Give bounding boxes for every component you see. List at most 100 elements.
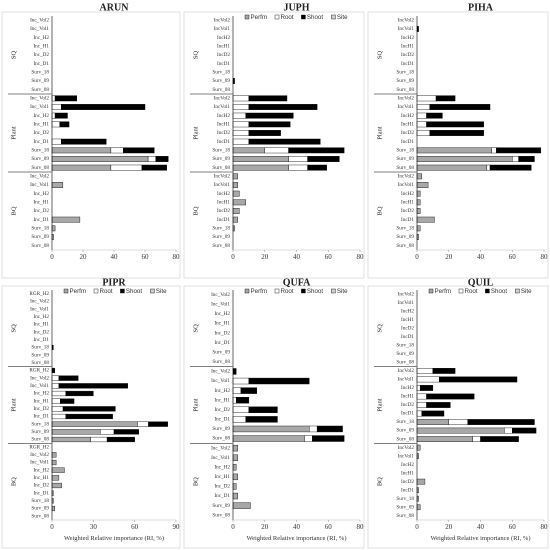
legend-label-shoot: Shoot <box>126 288 142 295</box>
category-label: IncD2 <box>401 52 414 58</box>
category-label: Inc_Vol1 <box>30 104 49 110</box>
bar-segment-shoot <box>141 164 167 171</box>
group-label: Plant <box>376 126 383 140</box>
bar-segment-perfm <box>416 419 449 425</box>
category-label: Inc_D1 <box>33 490 49 496</box>
category-label: IncH2 <box>401 191 414 197</box>
category-label: Surv_18 <box>396 70 414 76</box>
bar-segment-root <box>416 104 430 110</box>
category-label: RGR_H2 <box>29 444 49 450</box>
category-label: Inc_Vol2 <box>30 375 49 381</box>
category-label: IncD1 <box>217 217 230 223</box>
category-label: IncD2 <box>401 326 414 332</box>
bar-segment-root <box>232 95 250 102</box>
category-label: Surv_08 <box>396 360 414 366</box>
category-label: Surv_08 <box>396 243 414 249</box>
bar-segment-perfm <box>51 505 55 512</box>
legend-swatch-shoot <box>120 288 125 294</box>
bar-segment-shoot <box>429 130 484 136</box>
category-label: Inc_Vol2 <box>30 174 49 180</box>
legend-swatch-site <box>515 288 520 294</box>
chart-panel-quil: QUIL IncVol2 IncVol1 IncH2 IncH1 IncD2 IncD1 Su… <box>367 277 549 549</box>
x-axis-label: Weighted Relative importance (RI, %) <box>246 535 346 542</box>
bar-segment-shoot <box>307 156 340 162</box>
category-label: Surv_08 <box>212 512 230 518</box>
category-label: IncD1 <box>401 217 414 223</box>
category-label: Surv_09 <box>212 503 230 509</box>
bar-segment-shoot <box>421 410 445 417</box>
bar-segment-root <box>416 402 427 408</box>
legend-label-shoot: Shoot <box>307 288 323 295</box>
x-tick-label: 80 <box>173 253 181 261</box>
category-label: Surv_08 <box>396 87 414 93</box>
category-label: Surv_18 <box>396 496 414 502</box>
category-label: IncVol2 <box>398 368 415 374</box>
bar-segment-shoot <box>51 367 55 374</box>
category-label: Inc_Vol1 <box>211 302 230 308</box>
bar-segment-perfm <box>51 475 60 481</box>
category-label: IncH2 <box>401 113 414 119</box>
category-label: IncH2 <box>217 35 230 41</box>
bar-segment-shoot <box>248 377 310 385</box>
category-label: Inc_H1 <box>33 122 49 128</box>
x-tick-label: 0 <box>50 253 54 261</box>
category-label: IncD1 <box>401 61 414 67</box>
x-tick-label: 0 <box>231 253 235 261</box>
bar-segment-perfm <box>232 444 238 452</box>
bar-segment-shoot <box>429 104 491 110</box>
bar-segment-shoot <box>312 435 345 442</box>
category-label: IncH1 <box>217 122 230 128</box>
category-label: RGR_H2 <box>29 291 49 297</box>
category-label: Surv_18 <box>396 226 414 232</box>
category-label: Surv_09 <box>212 234 230 240</box>
bar-segment-shoot <box>245 416 278 423</box>
category-label: IncH1 <box>217 44 230 50</box>
bar-segment-perfm <box>416 216 435 223</box>
group-label: Plant <box>376 398 383 412</box>
bar-segment-root <box>232 406 250 413</box>
category-label: IncD1 <box>401 487 414 493</box>
legend: Perfm Root Shoot Site <box>244 288 348 295</box>
panel-frame <box>367 11 549 279</box>
category-label: Inc_D2 <box>214 407 230 413</box>
bar-segment-shoot <box>435 95 456 102</box>
category-label: IncVol2 <box>398 18 415 24</box>
category-label: IncVol1 <box>214 104 231 110</box>
legend-swatch-perfm <box>244 288 250 294</box>
category-label: IncVol2 <box>398 445 415 451</box>
bar-segment-shoot <box>248 95 288 102</box>
chart-panel-arun: ARUN Inc_Vol2 Inc_Vol1 Inc_H2 Inc_H1 Inc_D2 In… <box>1 2 181 279</box>
bar-segment-perfm <box>232 164 289 171</box>
category-label: Inc_H2 <box>214 388 230 394</box>
category-label: Surv_08 <box>396 436 414 442</box>
bar-segment-perfm <box>232 173 238 180</box>
bar-segment-root <box>232 377 250 385</box>
category-label: IncVol1 <box>398 377 415 383</box>
bar-segment-perfm <box>416 427 505 434</box>
legend-label-site: Site <box>337 14 348 21</box>
bar-segment-root <box>504 427 513 434</box>
category-label: IncH1 <box>401 122 414 128</box>
category-label: IncVol1 <box>398 300 415 306</box>
category-label: Inc_Vol2 <box>211 292 230 298</box>
bar-segment-perfm <box>51 436 91 443</box>
category-label: IncD1 <box>217 61 230 67</box>
legend-label-site: Site <box>521 288 532 295</box>
bar-segment-shoot <box>489 164 532 171</box>
group-label: BQ <box>192 477 199 486</box>
category-label: Inc_Vol1 <box>30 460 49 466</box>
bar-segment-root <box>51 112 56 119</box>
x-tick-label: 0 <box>415 523 419 531</box>
legend: Perfm Root Shoot Site <box>244 14 348 21</box>
bar-segment-shoot <box>467 419 535 425</box>
category-label: Inc_Vol1 <box>30 306 49 312</box>
group-label: SQ <box>192 51 199 60</box>
panel-frame <box>183 11 365 279</box>
category-label: IncD1 <box>401 411 414 417</box>
category-label: IncH2 <box>401 308 414 314</box>
category-label: IncH1 <box>401 44 414 50</box>
category-label: IncH1 <box>401 394 414 400</box>
bar-segment-root <box>51 398 61 404</box>
bar-segment-shoot <box>496 147 542 154</box>
legend-swatch-root <box>93 288 99 294</box>
